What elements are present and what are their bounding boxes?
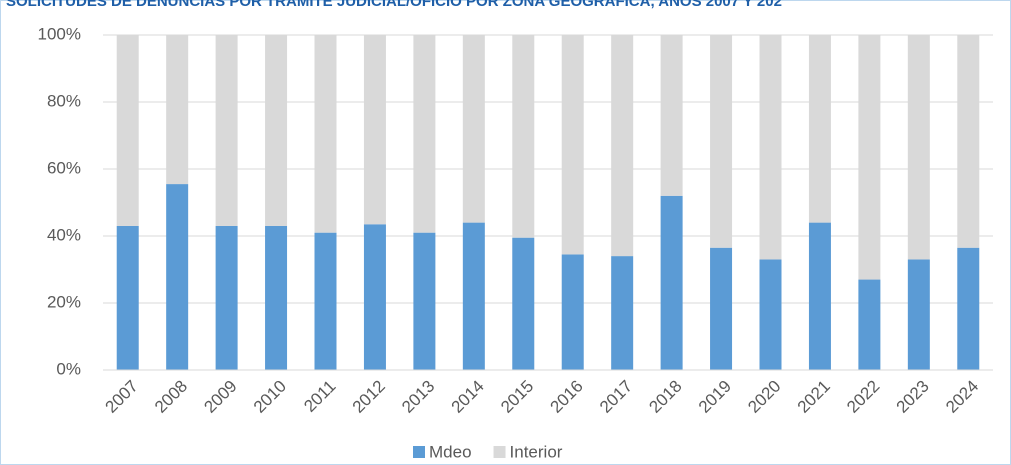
bar-segment xyxy=(858,35,881,280)
bar-segment xyxy=(858,279,881,370)
bar-segment xyxy=(512,237,535,370)
bar-segment xyxy=(808,35,831,223)
bar-segment xyxy=(314,35,337,233)
bar-segment xyxy=(512,35,535,238)
y-tick-label: 0% xyxy=(56,359,81,378)
bar-segment xyxy=(907,259,930,370)
bar-segment xyxy=(957,35,980,248)
bar-segment xyxy=(166,184,189,370)
legend-swatch xyxy=(493,446,506,458)
bar-segment xyxy=(611,256,634,370)
y-tick-label: 100% xyxy=(38,24,81,43)
bar-segment xyxy=(116,35,139,226)
legend-label: Interior xyxy=(510,442,563,461)
bar-segment xyxy=(660,195,683,370)
bar-segment xyxy=(611,35,634,257)
bar-segment xyxy=(907,35,930,260)
bar-segment xyxy=(759,259,782,370)
bar-segment xyxy=(957,247,980,370)
bar-segment xyxy=(808,222,831,370)
legend-swatch xyxy=(413,446,425,458)
bar-segment xyxy=(363,224,386,370)
bar-segment xyxy=(265,35,288,226)
bar-segment xyxy=(215,225,238,370)
legend-label: Mdeo xyxy=(429,442,472,461)
bar-segment xyxy=(759,35,782,260)
bar-segment xyxy=(462,222,485,370)
bar-segment xyxy=(710,35,733,248)
bar-segment xyxy=(215,35,238,226)
bar-segment xyxy=(561,35,584,255)
bar-segment xyxy=(660,35,683,196)
bar-segment xyxy=(462,35,485,223)
bar-segment xyxy=(413,35,436,233)
bar-segment xyxy=(116,225,139,370)
bar-segment xyxy=(166,35,189,185)
bar-segment xyxy=(561,254,584,370)
bar-segment xyxy=(363,35,386,225)
y-tick-label: 60% xyxy=(47,158,81,177)
bar-segment xyxy=(710,247,733,370)
y-tick-label: 80% xyxy=(47,91,81,110)
bar-segment xyxy=(265,225,288,370)
bar-segment xyxy=(314,232,337,370)
y-tick-label: 40% xyxy=(47,225,81,244)
chart-title: SOLICITUDES DE DENUNCIAS POR TRÁMITE JUD… xyxy=(6,0,782,10)
bar-segment xyxy=(413,232,436,370)
y-tick-label: 20% xyxy=(47,292,81,311)
